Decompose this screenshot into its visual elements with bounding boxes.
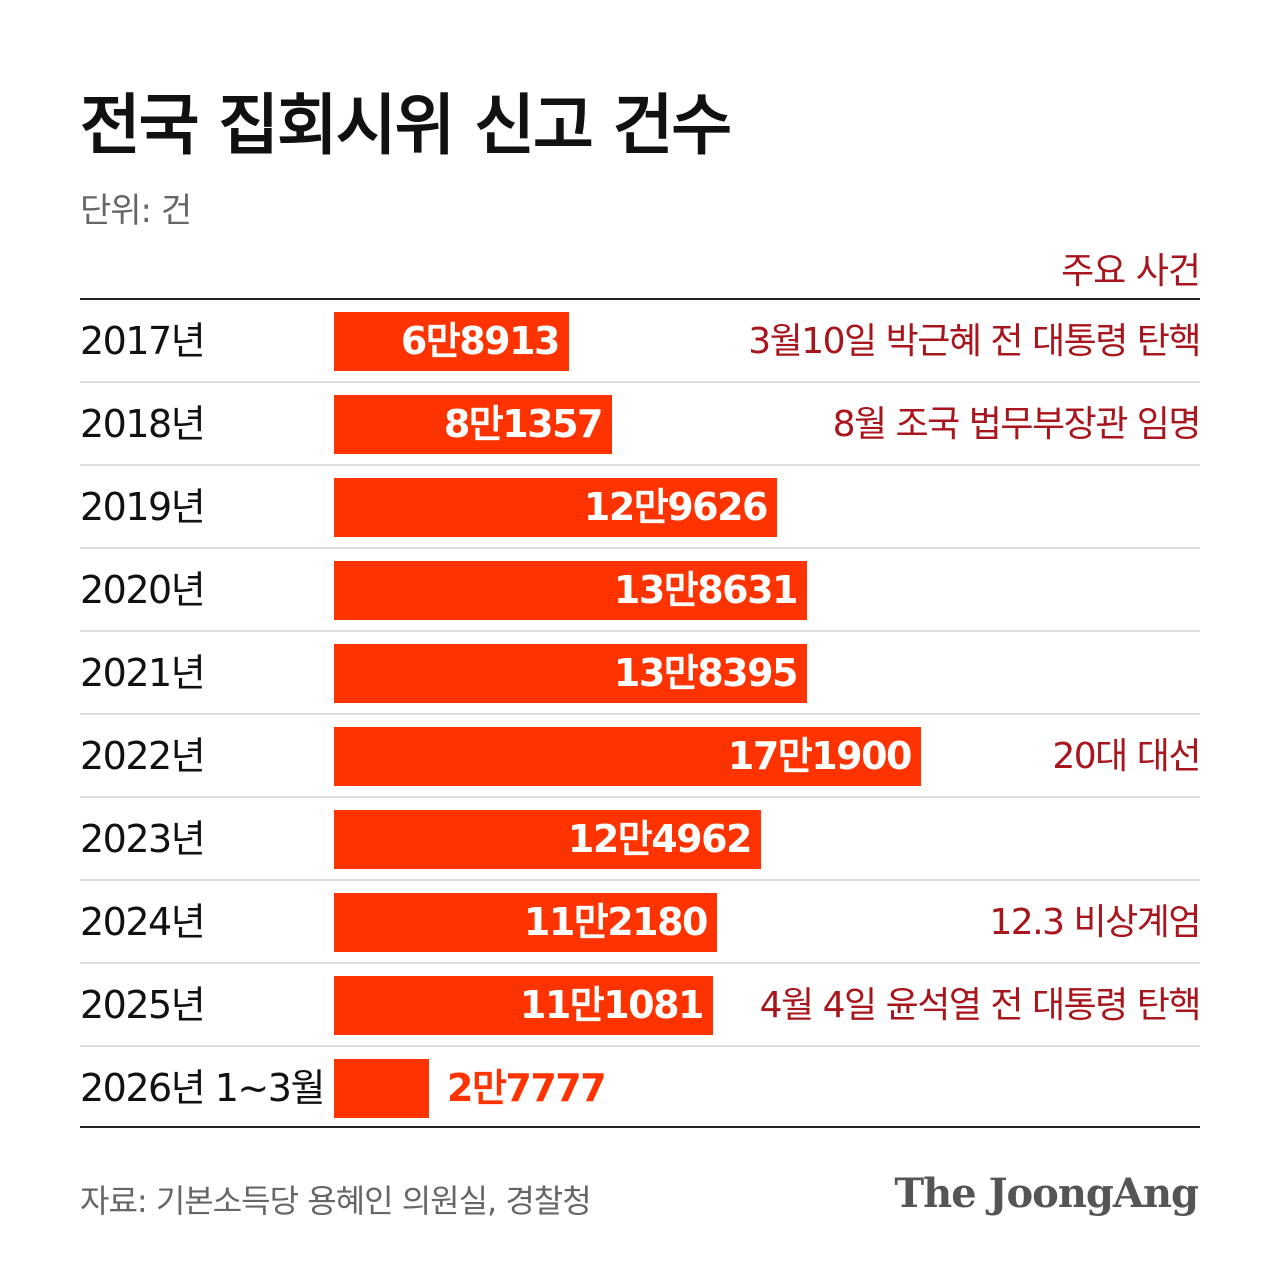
event-label: 3월10일 박근혜 전 대통령 탄핵 [748,321,1201,362]
bar [334,810,761,869]
events-column-header: 주요 사건 [1061,251,1201,292]
row-divider [80,796,1200,798]
unit-label: 단위: 건 [80,191,192,231]
row-divider [80,962,1200,964]
data-label: 12만9626 [583,485,769,529]
data-label: 12만4962 [567,817,753,861]
chart-row: 2022년 17만1900 20대 대선 [80,715,1201,798]
row-divider [80,547,1200,549]
event-label: 20대 대선 [1052,736,1201,777]
bar [334,727,921,786]
chart-title: 전국 집회시위 신고 건수 [80,87,732,164]
data-label: 17만1900 [727,734,913,778]
category-label: 2025년 [80,983,206,1027]
row-divider [80,879,1200,881]
table-top-rule [80,298,1200,300]
data-label: 11만2180 [523,900,709,944]
chart-row: 2020년 13만8631 [80,549,1200,632]
data-label: 2만7777 [447,1066,607,1110]
category-label: 2019년 [80,485,206,529]
bar [334,893,717,952]
category-label: 2018년 [80,402,206,446]
category-label: 2020년 [80,568,206,612]
bar [334,478,777,537]
chart-row: 2024년 11만2180 12.3 비상계엄 [80,881,1201,964]
source-note: 자료: 기본소득당 용혜인 의원실, 경찰청 [80,1182,592,1220]
category-label: 2017년 [80,319,206,363]
chart-row: 2021년 13만8395 [80,632,1200,715]
chart-row: 2017년 6만8913 3월10일 박근혜 전 대통령 탄핵 [80,300,1201,383]
category-label: 2023년 [80,817,206,861]
data-label: 11만1081 [519,983,705,1027]
bar [334,976,713,1035]
category-label: 2021년 [80,651,206,695]
bar [334,395,612,454]
row-divider [80,1045,1200,1047]
bar [334,1059,429,1118]
row-divider [80,630,1200,632]
category-label: 2026년 1~3월 [80,1066,325,1110]
bar [334,312,569,371]
chart-row: 2019년 12만9626 [80,466,1200,549]
event-label: 8월 조국 법무부장관 임명 [832,404,1202,445]
event-label: 12.3 비상계엄 [989,902,1201,943]
category-label: 2022년 [80,734,206,778]
bar [334,561,807,620]
row-divider [80,464,1200,466]
chart-row: 2026년 1~3월 2만7777 [80,1047,1200,1130]
data-label: 6만8913 [400,319,561,363]
chart-row: 2023년 12만4962 [80,798,1200,881]
row-divider [80,713,1200,715]
bar [334,644,807,703]
chart-row: 2018년 8만1357 8월 조국 법무부장관 임명 [80,383,1202,466]
chart-row: 2025년 11만1081 4월 4일 윤석열 전 대통령 탄핵 [80,964,1202,1047]
event-label: 4월 4일 윤석열 전 대통령 탄핵 [759,985,1202,1026]
data-label: 13만8631 [613,568,799,612]
data-label: 8만1357 [443,402,604,446]
row-divider [80,381,1200,383]
table-bottom-rule [80,1126,1200,1128]
data-label: 13만8395 [613,651,799,695]
joongang-logo: The JoongAng [894,1170,1199,1217]
category-label: 2024년 [80,900,206,944]
